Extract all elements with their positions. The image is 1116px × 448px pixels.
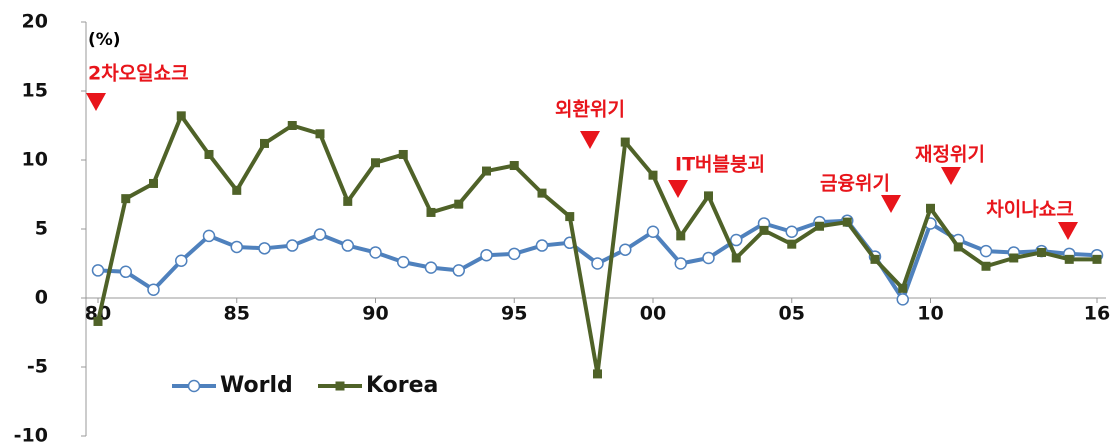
marker [149, 178, 158, 188]
marker [731, 253, 741, 263]
x-tick-label: 16 [1084, 303, 1110, 325]
annotation: 금융위기 [820, 173, 890, 195]
marker [1037, 247, 1046, 257]
marker [535, 239, 549, 252]
marker [204, 149, 214, 159]
annotation: IT버블붕괴 [675, 154, 765, 176]
marker [1092, 254, 1102, 264]
marker [202, 229, 216, 243]
y-tick-label: 15 [22, 80, 48, 102]
annotation-arrow [1058, 222, 1078, 240]
marker [424, 261, 438, 274]
marker [121, 194, 131, 204]
x-tick-label: 10 [917, 303, 943, 325]
marker [815, 221, 824, 231]
marker [981, 261, 991, 271]
marker [619, 243, 632, 256]
annotation-arrow [86, 93, 106, 111]
x-tick-label: 85 [224, 303, 250, 325]
marker [480, 248, 493, 262]
marker [646, 225, 660, 239]
marker [896, 293, 909, 306]
legend-label: World [220, 373, 293, 398]
y-tick-label: 0 [35, 287, 48, 309]
annotation-arrow [668, 180, 688, 198]
marker [230, 240, 243, 254]
marker [1064, 254, 1074, 264]
marker [565, 212, 575, 222]
marker [591, 257, 604, 270]
marker [343, 196, 353, 206]
marker [509, 161, 519, 171]
marker [593, 369, 602, 379]
marker [341, 239, 354, 252]
marker [93, 316, 103, 326]
marker [397, 255, 410, 269]
x-tick-label: 00 [640, 303, 666, 325]
marker [898, 283, 908, 293]
y-tick-label: -10 [14, 425, 48, 445]
marker [258, 242, 271, 255]
annotation: 외환위기 [555, 99, 625, 121]
marker [730, 233, 743, 247]
marker [953, 242, 963, 252]
marker [482, 166, 491, 176]
marker [454, 199, 464, 209]
marker [398, 149, 408, 159]
marker [176, 111, 186, 121]
marker [620, 137, 630, 147]
marker [315, 129, 325, 139]
annotation-arrow [941, 167, 961, 185]
marker [537, 188, 547, 198]
marker [232, 185, 242, 195]
marker [147, 283, 160, 296]
legend-label: Korea [366, 373, 438, 398]
annotation-arrow [580, 131, 600, 149]
marker [508, 247, 521, 261]
unit-label: (%) [88, 30, 121, 50]
marker [426, 207, 436, 217]
marker [702, 251, 715, 265]
marker [452, 264, 465, 277]
marker [260, 138, 269, 148]
marker [704, 191, 713, 201]
marker [648, 170, 658, 180]
y-tick-label: 20 [22, 11, 48, 33]
x-tick-label: 90 [362, 303, 388, 325]
marker [759, 225, 769, 235]
marker [287, 121, 297, 130]
annotation: 2차오일쇼크 [88, 63, 189, 85]
x-tick-label: 05 [779, 303, 805, 325]
x-tick-label: 95 [501, 303, 527, 325]
annotation: 차이나쇼크 [986, 199, 1073, 221]
marker [979, 244, 993, 258]
marker [371, 158, 380, 168]
marker [674, 257, 687, 270]
annotation: 재정위기 [915, 144, 985, 166]
y-tick-label: -5 [27, 356, 48, 378]
marker [787, 239, 797, 249]
marker [119, 265, 132, 279]
marker [1009, 253, 1019, 263]
annotation-arrow [881, 195, 901, 213]
marker [926, 203, 935, 213]
marker [369, 246, 382, 259]
y-tick-label: 5 [35, 218, 48, 240]
legend-marker [187, 379, 201, 393]
legend-marker [335, 381, 345, 391]
marker [91, 264, 105, 277]
marker [870, 254, 880, 264]
marker [676, 231, 686, 241]
marker [785, 225, 798, 239]
marker [175, 254, 188, 267]
marker [286, 239, 299, 252]
marker [842, 217, 852, 227]
y-tick-label: 10 [22, 149, 48, 171]
marker [313, 228, 327, 241]
